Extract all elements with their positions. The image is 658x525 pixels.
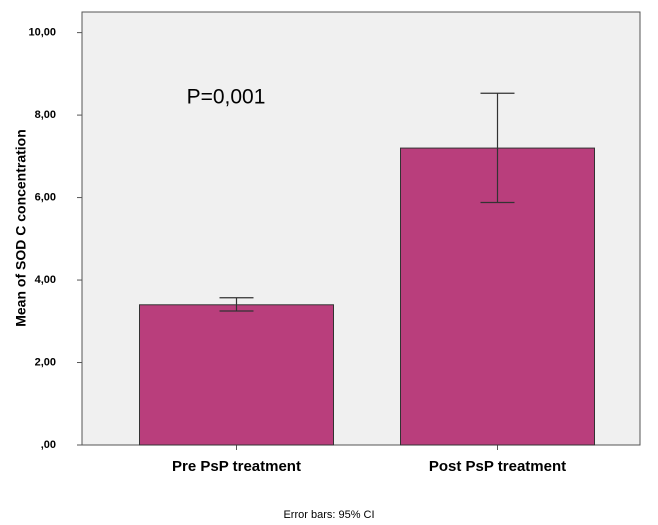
x-tick-label: Pre PsP treatment	[172, 458, 301, 475]
y-tick-label: ,00	[41, 439, 56, 451]
bar	[139, 304, 334, 446]
y-tick-label: 10,00	[28, 27, 56, 39]
y-tick-label: 4,00	[35, 274, 56, 286]
y-axis-label: Mean of SOD C concentration	[13, 129, 29, 327]
annotation: P=0,001	[187, 86, 266, 109]
x-tick-label: Post PsP treatment	[429, 458, 566, 475]
y-tick-label: 6,00	[35, 191, 56, 203]
y-tick-label: 2,00	[35, 356, 56, 368]
y-tick-label: 8,00	[35, 109, 56, 121]
footnote: Error bars: 95% CI	[283, 509, 374, 521]
